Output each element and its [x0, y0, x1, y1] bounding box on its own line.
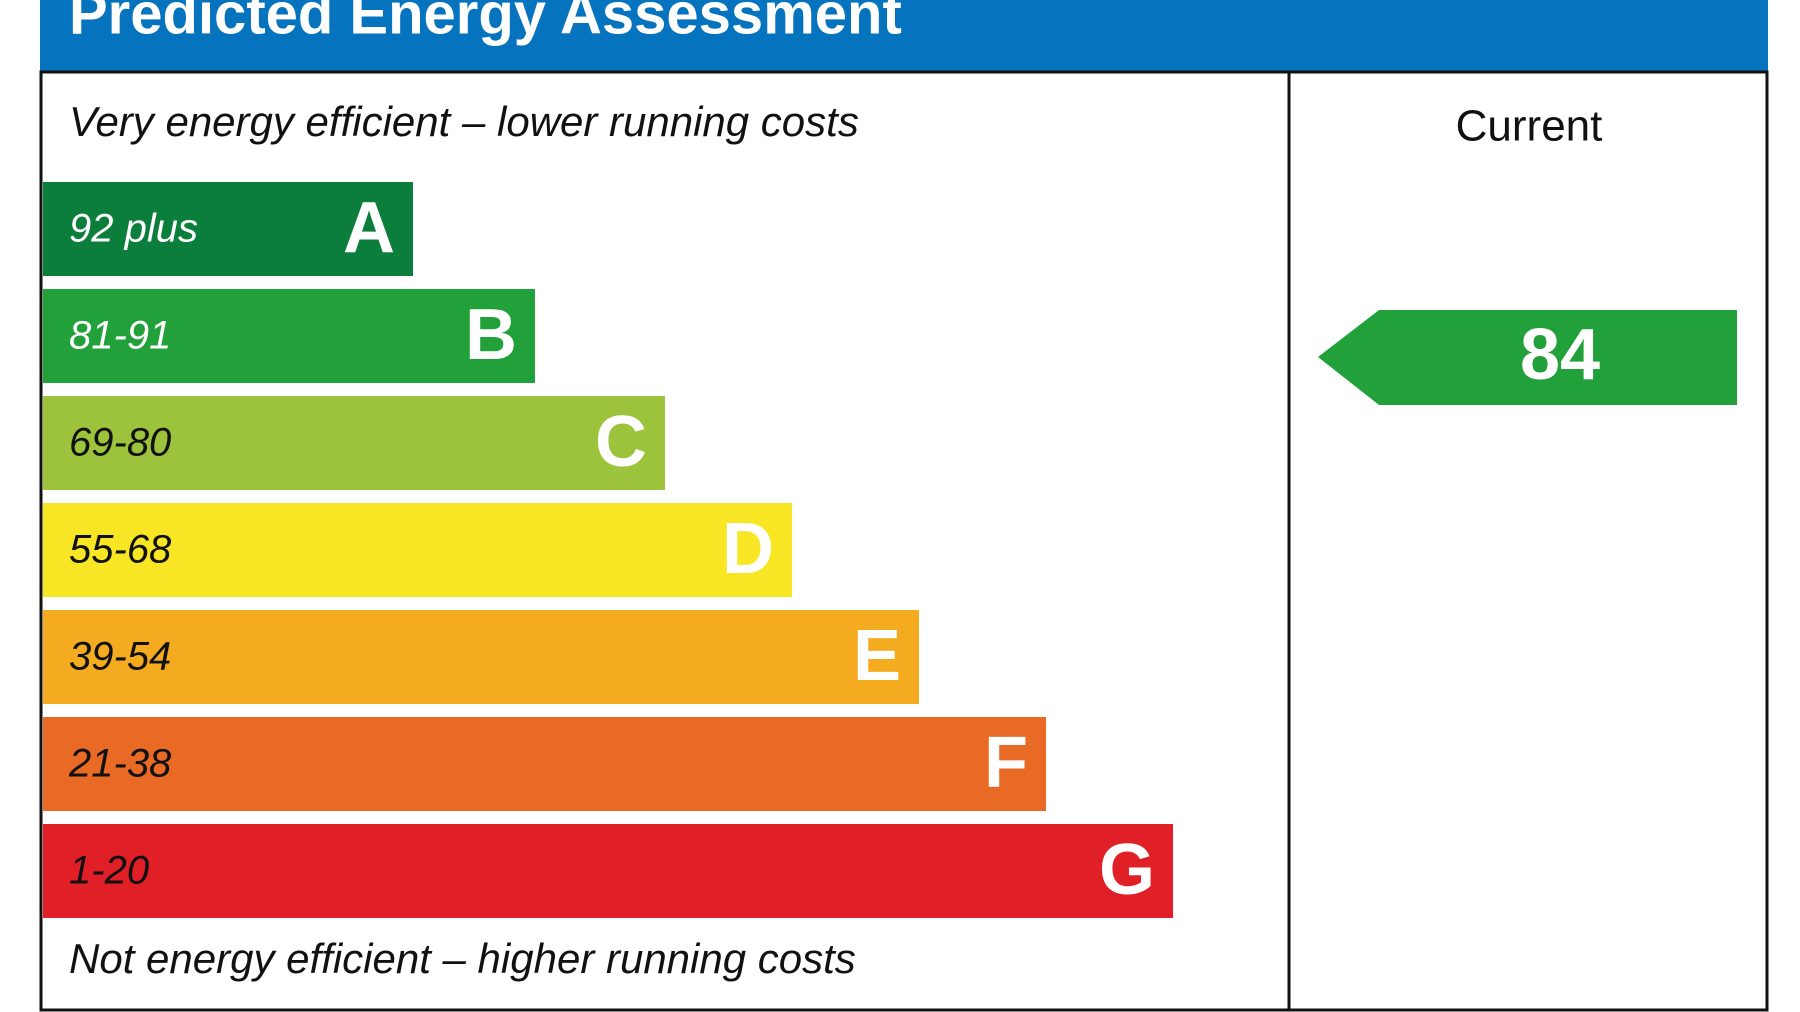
band-bar: [43, 503, 792, 597]
current-value: 84: [1520, 315, 1600, 395]
band-bar: [43, 289, 535, 383]
band-bar: [43, 824, 1173, 918]
band-bar: [43, 396, 665, 490]
bottom-note: Not energy efficient – higher running co…: [69, 935, 856, 982]
frame: [39, 70, 1769, 1012]
band-letter: F: [984, 723, 1028, 803]
band-bar: [43, 182, 413, 276]
title: Predicted Energy Assessment: [69, 0, 902, 46]
band-letter: C: [595, 402, 647, 482]
band-range: 69-80: [69, 421, 171, 465]
band-letter: B: [465, 295, 517, 375]
band-range: 39-54: [69, 635, 171, 679]
current-label: Current: [1456, 102, 1603, 151]
band-range: 81-91: [69, 314, 171, 358]
band-range: 1-20: [69, 849, 149, 893]
current-arrow: [1318, 310, 1737, 405]
band-range: 21-38: [68, 742, 172, 786]
band-bar: [43, 717, 1046, 811]
band-letter: E: [853, 616, 901, 696]
title-bar: [40, 0, 1768, 72]
band-range: 92 plus: [69, 207, 198, 251]
bands: 92 plus A 81-91 B 69-80 C 55-68 D 39-54 E 21-38 F 1-…: [43, 182, 1173, 918]
band-range: 55-68: [69, 528, 172, 572]
top-note: Very energy efficient – lower running co…: [69, 98, 859, 145]
band-letter: D: [722, 509, 774, 589]
band-bar: [43, 610, 919, 704]
band-letter: G: [1099, 830, 1155, 910]
band-letter: A: [343, 188, 395, 268]
